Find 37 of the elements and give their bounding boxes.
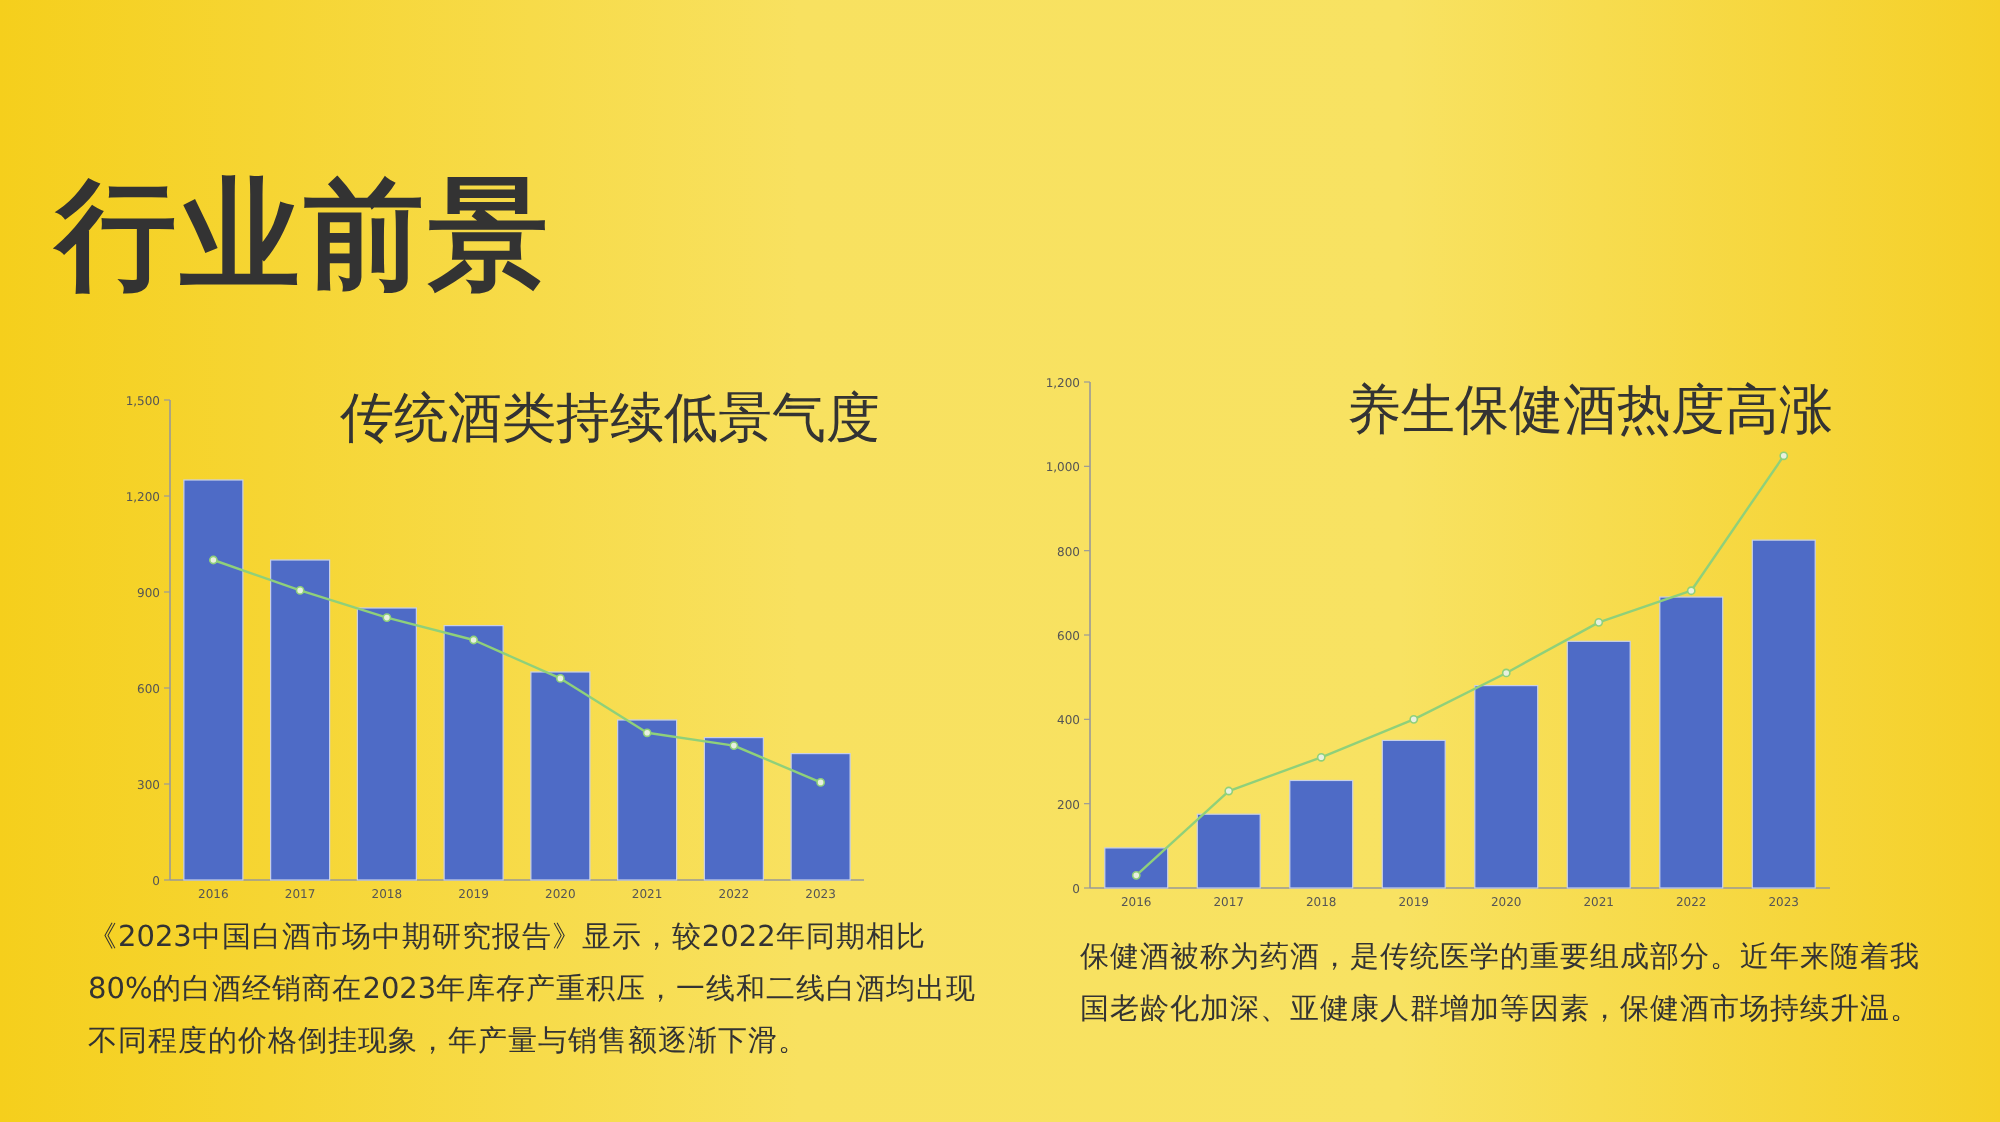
point <box>1131 870 1141 880</box>
point <box>816 778 826 787</box>
point <box>1409 714 1419 724</box>
bar <box>1751 539 1816 889</box>
chart-title: 养生保健酒热度高涨 <box>1347 380 1833 442</box>
text: 《2023中国白酒市场中期研究报告》显示，较2022年同期相比80%的白酒经销商在2023年库存产重积压，一线和二线白酒均出现不同程度的价格倒挂现象，年产量与销售额逐渐下滑。 <box>88 919 979 1062</box>
bar <box>1104 847 1169 889</box>
bar <box>703 737 764 881</box>
bar <box>1566 640 1631 889</box>
text: 保健酒被称为药酒，是传统医学的重要组成部分。近年来随着我国老龄化加深、亚健康人群增加等因素，保健酒市场持续升温。 <box>1080 939 1922 1030</box>
text: 行业前景 <box>56 164 552 310</box>
point <box>295 586 305 595</box>
point <box>1224 786 1234 796</box>
point <box>382 613 392 622</box>
point <box>729 741 739 750</box>
bar <box>356 607 417 881</box>
bar <box>617 719 678 881</box>
point <box>208 555 218 565</box>
chart-title: 传统酒类持续低景气度 <box>340 388 880 450</box>
bar <box>443 625 504 881</box>
point <box>555 674 565 683</box>
bar <box>1196 813 1261 889</box>
point <box>1686 586 1696 596</box>
point <box>1779 451 1789 461</box>
bar <box>530 671 591 881</box>
point <box>1501 668 1511 678</box>
bar <box>1381 739 1446 889</box>
bar <box>270 559 331 881</box>
point <box>469 635 479 645</box>
point <box>1594 617 1604 627</box>
bar <box>1289 779 1354 889</box>
bar <box>790 753 851 881</box>
bar <box>183 479 244 881</box>
bar <box>1659 596 1724 889</box>
point <box>642 728 652 738</box>
bar <box>1474 685 1539 889</box>
point <box>1316 752 1326 762</box>
